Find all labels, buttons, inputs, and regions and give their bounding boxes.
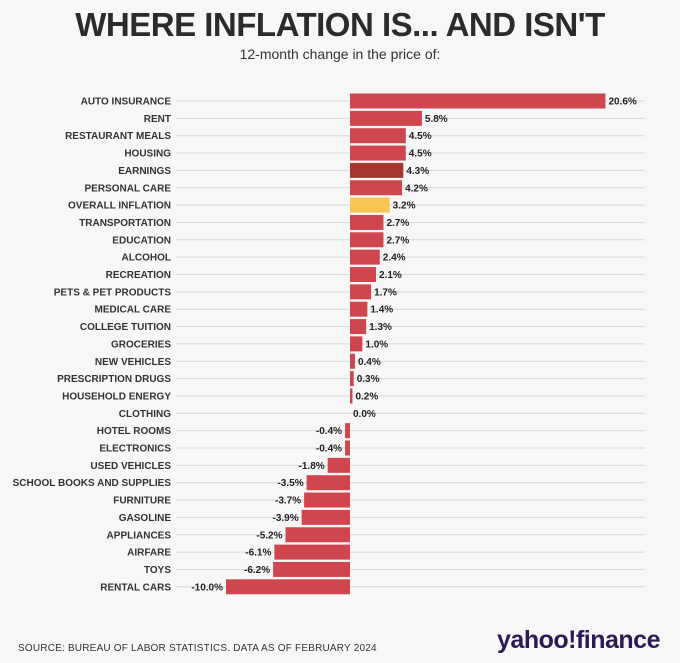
- value-label: 3.2%: [393, 201, 416, 212]
- value-label: 4.2%: [405, 183, 428, 194]
- bar: [350, 371, 354, 387]
- bar: [345, 440, 350, 456]
- bar: [350, 180, 403, 196]
- bar: [350, 110, 422, 126]
- value-label: 20.6%: [608, 97, 636, 108]
- category-label: EARNINGS: [118, 166, 171, 177]
- category-label: RECREATION: [106, 270, 171, 281]
- bar: [274, 544, 350, 560]
- bar: [350, 197, 390, 213]
- bar: [301, 509, 350, 525]
- bar: [350, 249, 380, 265]
- bar: [273, 561, 350, 577]
- value-label: 0.0%: [353, 409, 376, 420]
- category-label: GASOLINE: [119, 513, 172, 524]
- bar: [350, 214, 384, 230]
- category-label: CLOTHING: [119, 409, 171, 420]
- category-label: GROCERIES: [111, 339, 171, 350]
- category-label: FURNITURE: [113, 496, 171, 507]
- category-label: AIRFARE: [127, 548, 171, 559]
- bar: [350, 284, 372, 300]
- value-label: 1.3%: [369, 322, 392, 333]
- category-label: ALCOHOL: [122, 253, 171, 264]
- bar: [350, 93, 606, 109]
- category-label: SCHOOL BOOKS AND SUPPLIES: [13, 478, 172, 489]
- value-label: -6.2%: [244, 565, 270, 576]
- value-label: 0.4%: [358, 357, 381, 368]
- value-label: -3.7%: [275, 496, 301, 507]
- category-label: RENT: [144, 114, 171, 125]
- category-label: COLLEGE TUITION: [80, 322, 171, 333]
- category-label: OVERALL INFLATION: [68, 201, 171, 212]
- category-label: RESTAURANT MEALS: [65, 131, 171, 142]
- category-label: HOUSING: [124, 149, 171, 160]
- value-label: 1.0%: [365, 339, 388, 350]
- value-label: 5.8%: [425, 114, 448, 125]
- bar: [350, 301, 368, 317]
- value-label: -6.1%: [245, 548, 271, 559]
- bar: [306, 475, 350, 491]
- value-label: 2.4%: [383, 253, 406, 264]
- source-note: SOURCE: BUREAU OF LABOR STATISTICS. DATA…: [18, 643, 377, 654]
- bar: [350, 388, 353, 404]
- category-label: RENTAL CARS: [100, 582, 171, 593]
- bar: [345, 423, 350, 439]
- bar: [350, 267, 377, 282]
- bar: [350, 336, 363, 352]
- value-label: -10.0%: [191, 582, 223, 593]
- bar: [350, 353, 355, 369]
- bar-chart: AUTO INSURANCE 20.6% RENT 5.8% RESTAURANT ME…: [13, 93, 645, 595]
- value-label: 0.3%: [357, 374, 380, 385]
- category-label: APPLIANCES: [107, 530, 172, 541]
- bar: [350, 162, 404, 178]
- value-label: -0.4%: [316, 444, 342, 455]
- value-label: -3.9%: [273, 513, 299, 524]
- chart-title: WHERE INFLATION IS... AND ISN'T: [75, 6, 605, 43]
- chart-subtitle: 12-month change in the price of:: [239, 46, 441, 62]
- value-label: -3.5%: [277, 478, 303, 489]
- bar: [350, 319, 367, 335]
- category-label: MEDICAL CARE: [95, 305, 172, 316]
- value-label: 2.1%: [379, 270, 402, 281]
- bar: [304, 492, 350, 508]
- category-label: PRESCRIPTION DRUGS: [57, 374, 171, 385]
- category-label: PETS & PET PRODUCTS: [54, 287, 172, 298]
- category-label: PERSONAL CARE: [85, 183, 172, 194]
- category-label: EDUCATION: [112, 235, 171, 246]
- value-label: 0.2%: [355, 391, 378, 402]
- yahoo-finance-logo: yahoo!finance: [497, 626, 660, 654]
- value-label: -5.2%: [256, 530, 282, 541]
- value-label: -0.4%: [316, 426, 342, 437]
- value-label: 4.5%: [409, 149, 432, 160]
- bar: [226, 579, 350, 595]
- value-label: 2.7%: [386, 235, 409, 246]
- value-label: 4.3%: [406, 166, 429, 177]
- value-label: 1.4%: [370, 305, 393, 316]
- category-label: TOYS: [144, 565, 171, 576]
- bar: [350, 128, 406, 144]
- value-label: 4.5%: [409, 131, 432, 142]
- category-label: AUTO INSURANCE: [81, 97, 172, 108]
- value-label: 2.7%: [386, 218, 409, 229]
- bar: [327, 457, 350, 473]
- category-label: USED VEHICLES: [90, 461, 171, 472]
- bar: [350, 232, 384, 248]
- category-label: TRANSPORTATION: [79, 218, 171, 229]
- category-label: HOTEL ROOMS: [97, 426, 172, 437]
- value-label: -1.8%: [299, 461, 325, 472]
- category-label: NEW VEHICLES: [95, 357, 171, 368]
- bar: [350, 145, 406, 161]
- value-label: 1.7%: [374, 287, 397, 298]
- bar: [285, 527, 350, 543]
- category-label: ELECTRONICS: [99, 444, 171, 455]
- category-label: HOUSEHOLD ENERGY: [62, 391, 171, 402]
